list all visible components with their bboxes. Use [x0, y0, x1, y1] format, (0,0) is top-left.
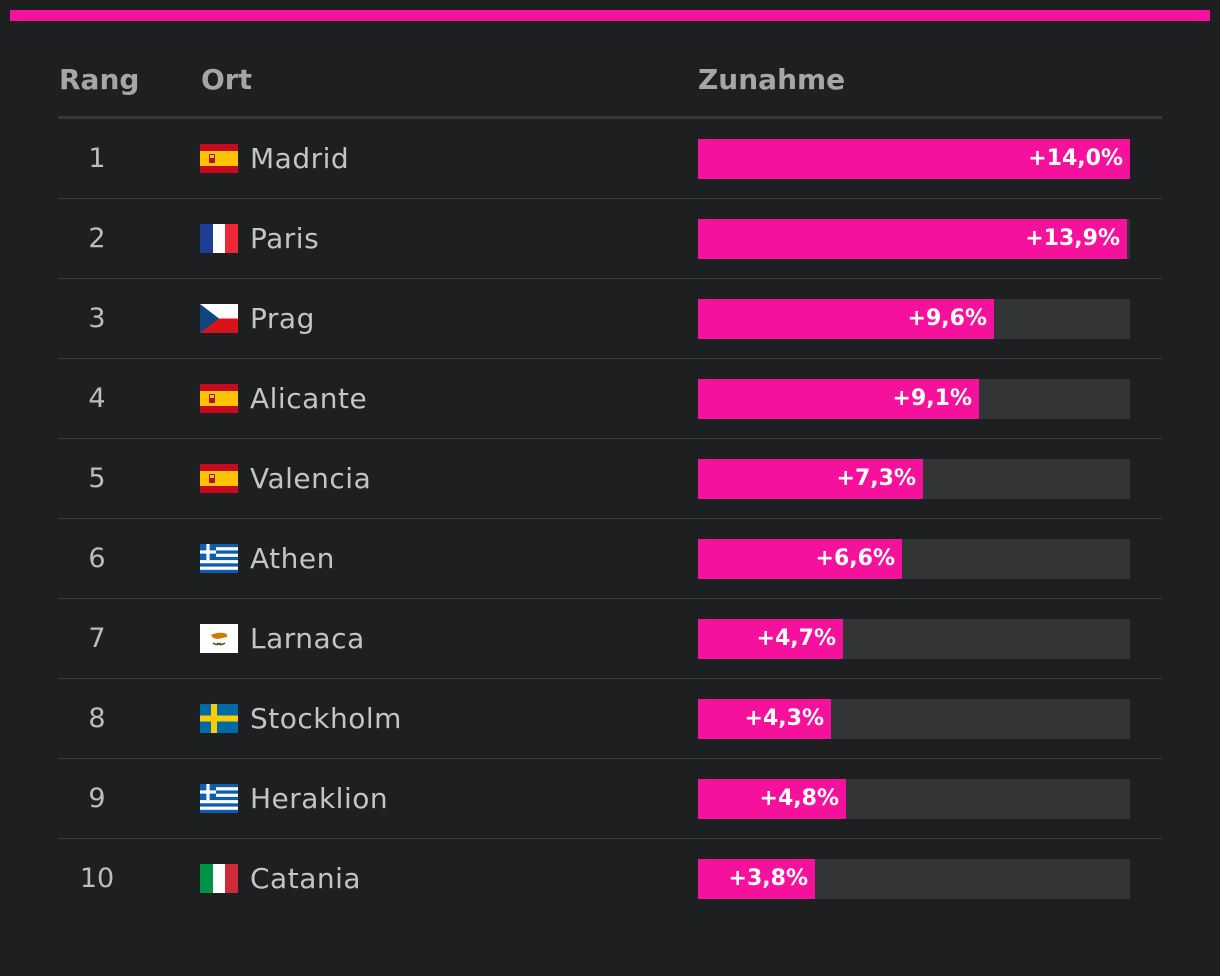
table-body: 1 Madrid +14,0% 2 Paris +13,9% 3 Prag +9,6% 4 Alic… [58, 119, 1162, 918]
italy-flag-icon [200, 864, 238, 893]
rank-cell: 7 [88, 623, 106, 654]
bar-track: +14,0% [698, 139, 1130, 179]
rank-cell: 3 [88, 303, 106, 334]
bar-track: +4,7% [698, 619, 1130, 659]
greece-flag-icon [200, 784, 238, 813]
accent-top-bar [10, 10, 1210, 21]
bar-track: +4,3% [698, 699, 1130, 739]
rank-cell: 6 [88, 543, 106, 574]
table-row: 6 Athen +6,6% [58, 519, 1162, 599]
city-name: Stockholm [250, 702, 402, 735]
rank-cell: 8 [88, 703, 106, 734]
city-name: Prag [250, 302, 315, 335]
city-name: Alicante [250, 382, 368, 415]
bar-track: +9,6% [698, 299, 1130, 339]
france-flag-icon [200, 224, 238, 253]
bar-track: +6,6% [698, 539, 1130, 579]
bar-track: +3,8% [698, 859, 1130, 899]
spain-flag-icon [200, 464, 238, 493]
table-row: 7 Larnaca +4,7% [58, 599, 1162, 679]
sweden-flag-icon [200, 704, 238, 733]
header-rank: Rang [59, 63, 140, 96]
table-row: 1 Madrid +14,0% [58, 119, 1162, 199]
table-row: 4 Alicante +9,1% [58, 359, 1162, 439]
bar-track: +9,1% [698, 379, 1130, 419]
bar-value-label: +3,8% [728, 866, 808, 891]
table-row: 5 Valencia +7,3% [58, 439, 1162, 519]
rank-cell: 9 [88, 783, 106, 814]
ranking-table: Rang Ort Zunahme 1 Madrid +14,0% 2 Paris +13,… [58, 40, 1162, 918]
rank-cell: 4 [88, 383, 106, 414]
city-name: Larnaca [250, 622, 365, 655]
bar: +4,7% [698, 619, 843, 659]
rank-cell: 2 [88, 223, 106, 254]
table-row: 9 Heraklion +4,8% [58, 759, 1162, 839]
bar-track: +4,8% [698, 779, 1130, 819]
rank-cell: 1 [88, 143, 106, 174]
bar-value-label: +4,3% [744, 706, 824, 731]
bar-track: +13,9% [698, 219, 1130, 259]
table-row: 10 Catania +3,8% [58, 839, 1162, 918]
spain-flag-icon [200, 384, 238, 413]
city-name: Paris [250, 222, 320, 255]
bar: +4,8% [698, 779, 846, 819]
bar: +4,3% [698, 699, 831, 739]
bar-track: +7,3% [698, 459, 1130, 499]
bar: +13,9% [698, 219, 1127, 259]
rank-cell: 10 [79, 863, 115, 894]
table-row: 3 Prag +9,6% [58, 279, 1162, 359]
city-name: Athen [250, 542, 335, 575]
bar: +14,0% [698, 139, 1130, 179]
rank-cell: 5 [88, 463, 106, 494]
bar-value-label: +4,8% [759, 786, 839, 811]
bar-value-label: +7,3% [836, 466, 916, 491]
bar-value-label: +6,6% [815, 546, 895, 571]
bar: +3,8% [698, 859, 815, 899]
city-name: Madrid [250, 142, 350, 175]
header-increase: Zunahme [698, 63, 846, 96]
bar: +9,6% [698, 299, 994, 339]
greece-flag-icon [200, 544, 238, 573]
bar: +6,6% [698, 539, 902, 579]
bar: +9,1% [698, 379, 979, 419]
bar-value-label: +4,7% [756, 626, 836, 651]
city-name: Heraklion [250, 782, 389, 815]
table-row: 2 Paris +13,9% [58, 199, 1162, 279]
bar-value-label: +14,0% [1028, 146, 1123, 171]
city-name: Valencia [250, 462, 372, 495]
bar-value-label: +9,6% [907, 306, 987, 331]
bar-value-label: +9,1% [892, 386, 972, 411]
header-place: Ort [201, 63, 252, 96]
spain-flag-icon [200, 144, 238, 173]
cyprus-flag-icon [200, 624, 238, 653]
table-header: Rang Ort Zunahme [58, 40, 1162, 119]
czech-flag-icon [200, 304, 238, 333]
bar-value-label: +13,9% [1025, 226, 1120, 251]
city-name: Catania [250, 862, 362, 895]
bar: +7,3% [698, 459, 923, 499]
table-row: 8 Stockholm +4,3% [58, 679, 1162, 759]
